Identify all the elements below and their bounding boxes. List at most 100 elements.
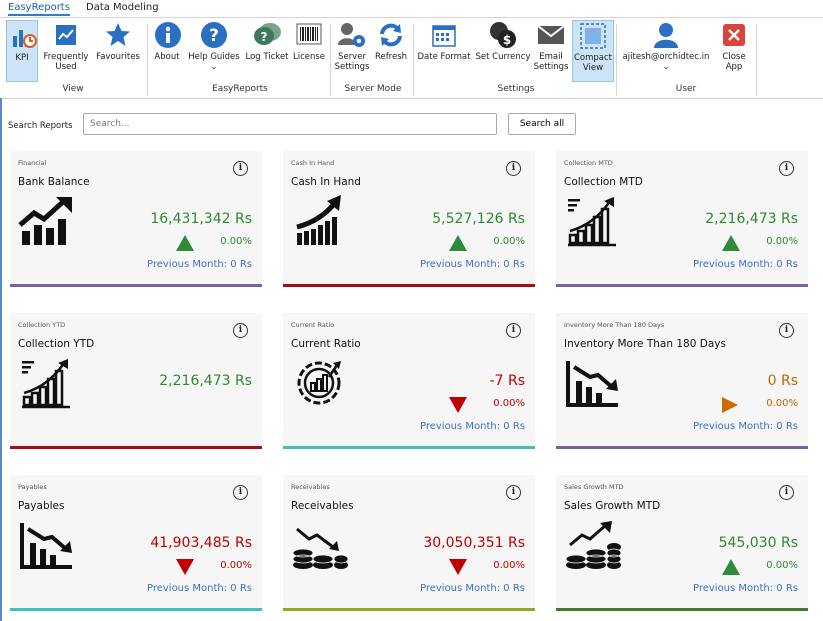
kpi-card-title: Collection MTD [564,176,643,188]
trend-down-icon [18,519,76,571]
date-format-button[interactable]: Date Format [416,20,472,62]
kpi-card-receivables[interactable]: Receivables Receivables i 30,050,351 Rs … [283,475,535,611]
kpi-card-collection-ytd[interactable]: Collection YTD Collection YTD i 2,216,47… [10,313,262,449]
chevron-down-icon: ⌄ [662,62,670,71]
kpi-card-category: Inventory More Than 180 Days [564,321,665,329]
kpi-card-accent-bar [283,446,535,449]
kpi-card-value: -7 Rs [489,373,525,389]
kpi-card-sales-growth-mtd[interactable]: Sales Growth MTD Sales Growth MTD i 545,… [556,475,808,611]
kpi-card-value: 545,030 Rs [718,535,798,551]
svg-text:?: ? [261,30,268,44]
user-label: ajitesh@orchidtec.in [622,52,710,62]
arrow-up-icon [449,235,467,251]
coins-up-icon [564,519,622,571]
kpi-card-accent-bar [10,446,262,449]
user-button[interactable]: ajitesh@orchidtec.in ⌄ [618,20,714,72]
search-all-button[interactable]: Search all [508,113,576,135]
kpi-card-accent-bar [556,446,808,449]
info-icon[interactable]: i [506,485,521,500]
info-icon[interactable]: i [779,485,794,500]
kpi-card-current-ratio[interactable]: Current Ratio Current Ratio i -7 Rs 0.00… [283,313,535,449]
kpi-card-percent: 0.00% [493,560,525,571]
server-settings-button[interactable]: Server Settings [333,20,371,72]
kpi-card-accent-bar [10,608,262,611]
email-settings-button[interactable]: Email Settings [532,20,570,72]
info-icon[interactable]: i [779,161,794,176]
kpi-card-category: Collection YTD [18,321,66,329]
email-settings-label: Email Settings [533,52,569,72]
tab-easyreports[interactable]: EasyReports [8,2,70,16]
compact-view-label: Compact View [573,53,613,73]
group-label-easyreports: EasyReports [212,84,268,94]
kpi-card-payables[interactable]: Payables Payables i 41,903,485 Rs 0.00% … [10,475,262,611]
help-guides-label: Help Guides [188,52,240,62]
info-icon[interactable]: i [233,161,248,176]
user-icon [649,20,683,50]
kpi-card-bank-balance[interactable]: Financial Bank Balance i 16,431,342 Rs 0… [10,151,262,287]
help-guides-button[interactable]: ? Help Guides ⌄ [186,20,242,72]
kpi-card-previous-month: Previous Month: 0 Rs [419,583,525,594]
set-currency-button[interactable]: $ Set Currency [474,20,532,62]
info-icon[interactable]: i [233,485,248,500]
info-icon[interactable]: i [506,161,521,176]
kpi-card-accent-bar [283,284,535,287]
kpi-card-value: 41,903,485 Rs [150,535,252,551]
kpi-card-accent-bar [556,284,808,287]
kpi-card-title: Bank Balance [18,176,90,188]
kpi-button[interactable]: KPI [6,20,38,82]
about-label: About [154,52,180,62]
close-icon [717,20,751,50]
close-app-button[interactable]: Close App [716,20,752,72]
kpi-label: KPI [15,53,29,63]
date-format-label: Date Format [417,52,471,62]
kpi-card-percent: 0.00% [220,560,252,571]
chat-icon: ? [250,20,284,50]
ribbon: KPI Frequently Used Favourites About ? H… [0,18,823,99]
kpi-card-previous-month: Previous Month: 0 Rs [146,583,252,594]
tab-data-modeling[interactable]: Data Modeling [86,2,159,13]
kpi-card-percent: 0.00% [493,236,525,247]
kpi-card-category: Payables [18,483,47,491]
ribbon-separator [616,24,617,96]
calendar-icon [427,20,461,50]
kpi-card-value: 2,216,473 Rs [159,373,252,389]
chart-icon [49,20,83,50]
log-ticket-button[interactable]: ? Log Ticket [244,20,290,62]
frequently-used-label: Frequently Used [43,52,89,72]
kpi-card-inventory-more-than-180-days[interactable]: Inventory More Than 180 Days Inventory M… [556,313,808,449]
refresh-icon [374,20,408,50]
trend-down-icon [564,357,622,409]
collection-chart-icon [564,195,622,247]
group-label-view: View [62,84,84,94]
gear-chart-icon [291,357,349,409]
cash-growth-icon [291,195,349,247]
kpi-card-title: Cash In Hand [291,176,361,188]
about-button[interactable]: About [151,20,183,62]
refresh-button[interactable]: Refresh [372,20,410,62]
info-icon[interactable]: i [506,323,521,338]
info-icon[interactable]: i [233,323,248,338]
info-icon[interactable]: i [779,323,794,338]
arrow-right-icon [722,397,738,413]
compact-view-button[interactable]: Compact View [572,20,614,82]
trend-up-icon [18,195,76,247]
license-button[interactable]: License [292,20,326,62]
coins-down-icon [291,519,349,571]
kpi-card-accent-bar [556,608,808,611]
kpi-card-previous-month: Previous Month: 0 Rs [692,421,798,432]
kpi-card-percent: 0.00% [220,236,252,247]
arrow-up-icon [722,559,740,575]
frequently-used-button[interactable]: Frequently Used [40,20,92,72]
favourites-button[interactable]: Favourites [94,20,142,62]
kpi-card-collection-mtd[interactable]: Collection MTD Collection MTD i 2,216,47… [556,151,808,287]
search-input[interactable] [83,113,497,135]
arrow-up-icon [722,235,740,251]
kpi-card-cash-in-hand[interactable]: Cash In Hand Cash In Hand i 5,527,126 Rs… [283,151,535,287]
star-icon [101,20,135,50]
kpi-card-previous-month: Previous Month: 0 Rs [146,259,252,270]
kpi-card-percent: 0.00% [766,560,798,571]
kpi-card-title: Collection YTD [18,338,95,350]
question-icon: ? [197,20,231,50]
kpi-card-category: Sales Growth MTD [564,483,624,491]
kpi-card-category: Collection MTD [564,159,613,167]
